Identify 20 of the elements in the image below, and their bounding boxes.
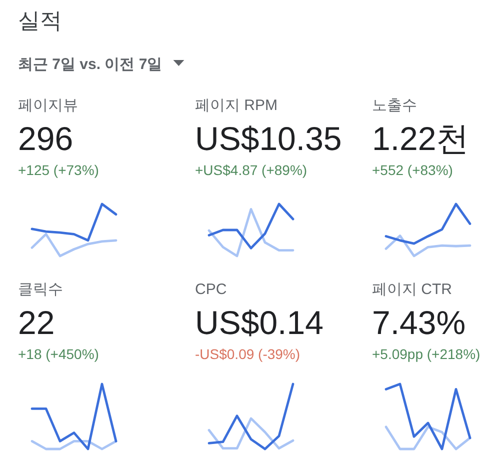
text: +5.09pp (+218%) [372, 346, 480, 362]
chart-title: 노출수 [372, 97, 417, 114]
chart-subtitle: US$10.35 [195, 120, 342, 157]
chart-title: 페이지뷰 [18, 97, 78, 114]
chart-subtitle: 7.43% [372, 304, 466, 341]
text: 실적 [18, 8, 62, 33]
chart-subtitle: 296 [18, 120, 74, 157]
text: +125 (+73%) [18, 162, 99, 178]
chart-title: 페이지 CTR [372, 281, 452, 298]
text: -US$0.09 (-39%) [195, 346, 300, 362]
chart-subtitle: 22 [18, 304, 55, 341]
chart-title: CPC [195, 281, 227, 298]
chart-title: 페이지 RPM [195, 97, 278, 114]
chart-subtitle: 1.22천 [372, 120, 470, 157]
text: 최근 7일 vs. 이전 7일 [18, 56, 162, 73]
text: +552 (+83%) [372, 162, 453, 178]
chart-subtitle: US$0.14 [195, 304, 324, 341]
text: +US$4.87 (+89%) [195, 162, 308, 178]
text: +18 (+450%) [18, 346, 99, 362]
chart-title: 클릭수 [18, 281, 63, 298]
